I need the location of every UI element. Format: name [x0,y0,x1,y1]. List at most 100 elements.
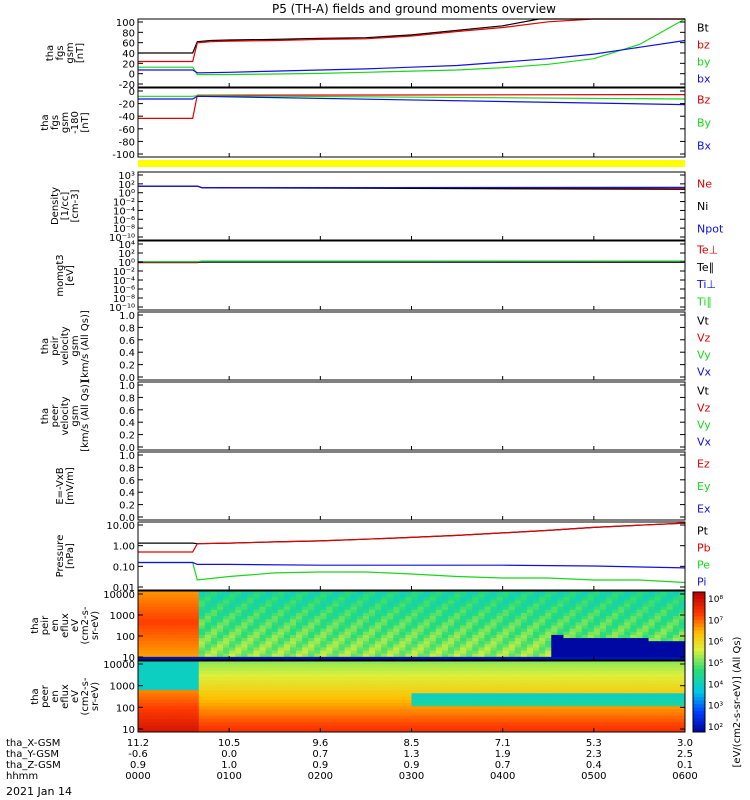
peer_spec-cell [587,661,595,665]
peir_velocity-ytick-label: 1.0 [119,311,135,322]
peir_spec-cell [253,641,261,645]
peir_spec-cell [253,622,261,626]
peir_spec-cell [599,653,607,658]
peer_spec-cell [405,664,412,668]
peer_spec-cell [612,709,619,714]
peer_spec-cell [405,725,412,730]
peir_spec-cell [259,638,267,642]
peer_spec-cell [350,702,358,707]
peer_spec-cell [180,709,188,714]
peer_spec-cell [405,712,412,717]
peir_spec-cell [162,647,169,652]
date-label: 2021 Jan 14 [6,785,72,798]
peer_spec-cell [454,661,461,665]
peer_spec-cell [526,680,534,685]
colorbar-step [693,641,705,645]
peir_spec-cell [265,650,273,655]
peer_spec-cell [381,673,388,678]
peir_spec-cell [678,597,686,601]
peer_spec-cell [393,728,400,733]
peir_spec-cell [356,650,364,655]
peir_spec-ylabel-line: (cm2-s- [80,606,91,644]
peir_spec-cell [678,647,686,652]
peer_spec-cell [247,670,254,675]
peer_spec-cell [350,664,358,668]
peir_spec-cell [587,616,595,620]
peer_spec-cell [660,690,668,694]
peer_spec-cell [447,709,455,714]
peer_spec-cell [502,725,510,730]
peer_spec-cell [581,715,589,720]
peer_spec-cell [417,686,425,691]
peer_spec-cell [253,661,261,665]
peer_spec-cell [229,667,236,672]
peer_spec-cell [283,722,291,727]
peer_spec-cell [223,719,230,723]
peir_spec-cell [587,634,595,639]
peir_spec-cell [587,653,595,658]
peir_spec-cell [429,609,437,614]
peer_spec-cell [271,677,279,681]
peer_spec-cell [320,702,327,707]
peer_spec-cell [302,661,309,665]
peir_spec-cell [229,600,236,605]
peer_spec-cell [308,715,315,720]
peir_spec-cell [599,647,607,652]
peer_spec-cell [375,728,382,733]
peir_spec-cell [478,591,485,595]
peer_spec-cell [271,719,279,723]
peir_spec-cell [393,625,400,630]
peir_spec-cell [259,612,267,617]
peer_spec-cell [235,706,242,710]
peir_spec-cell [368,628,376,633]
peer_spec-cell [259,677,267,681]
peir_spec-cell [654,612,662,617]
peer_spec-cell [308,725,315,730]
peir_spec-cell [235,653,242,658]
peer_spec-cell [460,664,467,668]
peir_spec-cell [241,628,248,633]
peir_spec-cell [180,625,188,630]
peir_spec-cell [636,644,643,648]
peer_spec-cell [338,677,346,681]
peir_spec-cell [344,631,352,636]
peer_spec-cell [253,686,261,691]
peir_spec-cell [435,594,443,598]
peir_spec-cell [599,591,607,595]
peer_spec-cell [381,693,388,697]
peir_spec-cell [362,641,370,645]
peer_spec-cell [496,712,504,717]
peer_spec-cell [229,715,236,720]
peer_spec-cell [508,686,516,691]
peir_spec-cell [526,606,534,611]
peer_spec-cell [447,690,455,694]
peir_spec-cell [429,597,437,601]
peir_spec-cell [180,597,188,601]
colorbar-step [693,728,705,733]
peer_spec-cell [259,725,267,730]
peer_spec-cell [624,690,631,694]
peir_spec-cell [180,594,188,598]
pressure-ylabel: Pressure [nPa] [55,535,76,578]
peir_spec-cell [484,622,492,626]
peer_spec-cell [514,702,522,707]
peir_spec-cell [581,594,589,598]
peer_spec-cell [393,664,400,668]
peir_spec-cell [192,650,200,655]
peir_spec-cell [277,594,285,598]
peir_spec-cell [575,628,583,633]
peer_spec-cell [332,667,340,672]
peer_spec-cell [581,728,589,733]
peer_spec-cell [162,715,169,720]
xaxis-row-value: 0.1 [677,760,693,771]
peir_spec-cell [393,653,400,658]
peer_spec-cell [308,683,315,688]
peir_spec-cell [435,616,443,620]
peir_spec-cell [362,619,370,623]
peer_spec-cell [271,664,279,668]
fgs_120-ytick-label: -40 [119,112,135,123]
peir_spec-cell [174,609,182,614]
peer_spec-cell [636,667,643,672]
peer_spec-cell [381,709,388,714]
peir_spec-cell [138,634,145,639]
